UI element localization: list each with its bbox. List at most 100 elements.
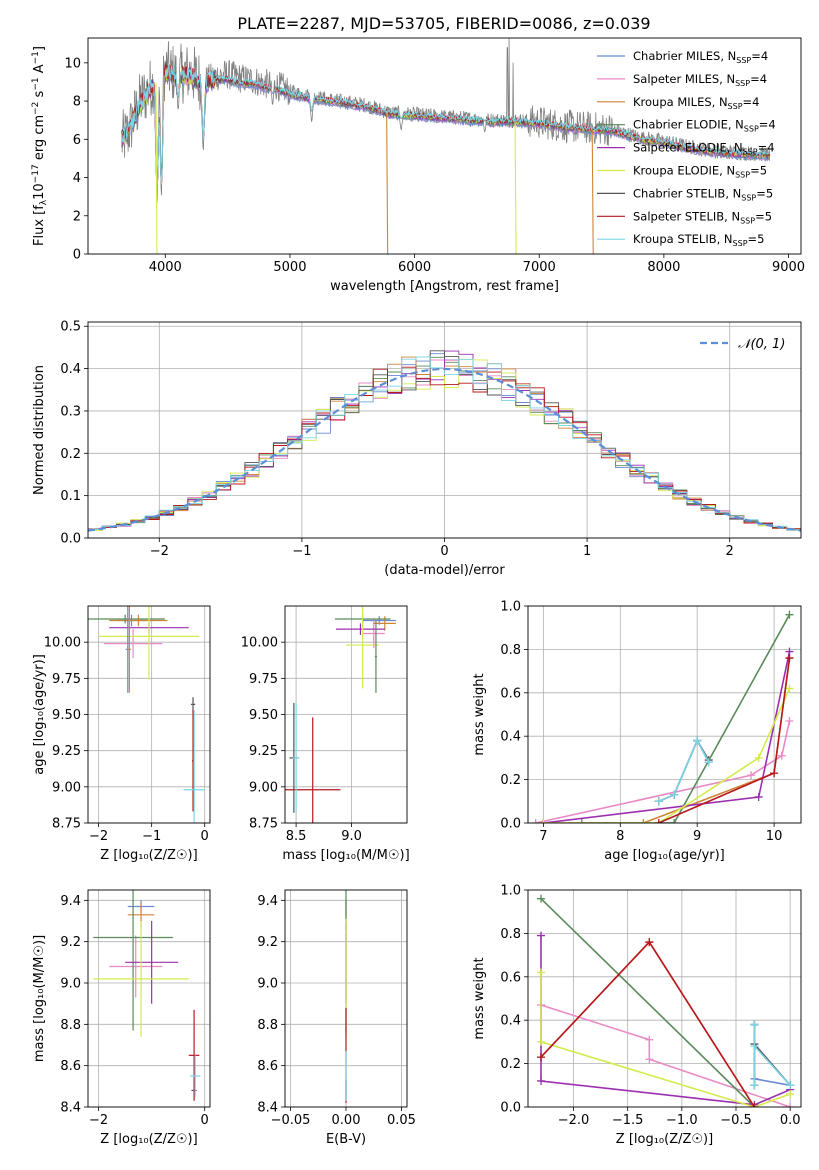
weight-marker [785, 654, 794, 663]
x-tick-label: 0.05 [387, 1113, 416, 1128]
x-tick-label: 6000 [398, 260, 431, 275]
y-tick-label: 9.2 [60, 935, 81, 950]
x-tick-label: −0.05 [271, 1113, 311, 1128]
y-tick-label: 8.8 [60, 1018, 81, 1033]
y-tick-label: 10.00 [241, 636, 278, 651]
x-tick-label: 8 [616, 829, 624, 844]
weight-marker [785, 610, 794, 619]
y-tick-label: 9.25 [249, 744, 278, 759]
legend-label: Kroupa ELODIE, NSSP=5 [633, 164, 767, 180]
y-tick-label: 8 [73, 95, 81, 110]
y-tick-label: 0.2 [60, 447, 81, 462]
legend-label: Salpeter STELIB, NSSP=5 [633, 209, 772, 225]
y-tick-label: 8.4 [257, 1101, 278, 1116]
weight-marker [750, 1103, 759, 1107]
weight-marker [750, 1020, 759, 1029]
weight-series-1 [535, 720, 791, 823]
age_vs_mass-frame [284, 605, 408, 824]
x-tick-label: 5000 [273, 260, 306, 275]
spectrum-lines [121, 38, 771, 254]
y-tick-label: 0.2 [500, 773, 521, 788]
figure-title: PLATE=2287, MJD=53705, FIBERID=0086, z=0… [237, 14, 650, 33]
weight-series-8 [753, 1024, 791, 1086]
x-axis-label: wavelength [Angstrom, rest frame] [330, 279, 559, 294]
y-tick-label: 0.5 [60, 320, 81, 335]
y-tick-label: 0.0 [500, 1101, 521, 1116]
y-label-part: λ [39, 199, 49, 205]
y-tick-label: 0.4 [500, 730, 521, 745]
weight-marker [786, 1081, 795, 1090]
y-axis-label: mass weight [472, 673, 487, 755]
y-tick-label: 9.25 [52, 744, 81, 759]
legend-label: Salpeter ELODIE, NSSP=4 [633, 141, 775, 157]
x-tick-label: 0 [440, 544, 448, 559]
y-tick-label: 0.6 [500, 970, 521, 985]
weight-marker [750, 1081, 759, 1090]
x-tick-label: 9000 [772, 260, 805, 275]
y-tick-label: 9.00 [249, 780, 278, 795]
weight-marker [654, 797, 663, 806]
y-axis-label: Normed distribution [32, 365, 47, 495]
x-tick-label: 4000 [149, 260, 182, 275]
x-tick-label: −2 [89, 829, 108, 844]
y-tick-label: 9.2 [257, 935, 278, 950]
weight-series-3 [581, 614, 791, 823]
y-tick-label: 0.4 [60, 362, 81, 377]
model-spectrum-8 [121, 63, 770, 191]
x-axis-label: E(B-V) [326, 1132, 366, 1147]
y-label-part: s [32, 90, 47, 101]
weight-marker [785, 684, 794, 693]
weight-marker [537, 968, 545, 977]
weight_vs_age-lines [531, 610, 794, 823]
y-tick-label: 10.00 [44, 636, 81, 651]
y-label-part: Flux [f [32, 205, 47, 246]
weight-marker [704, 758, 713, 767]
x-tick-label: 7 [539, 829, 547, 844]
x-tick-label: 7000 [523, 260, 556, 275]
weight-marker [786, 1089, 795, 1098]
weight-marker [539, 819, 548, 823]
weight_vs_age-axes: 7 8 9 10 0.0 0.2 0.4 0.6 0.8 1.0 age [log₁₀(age/yr… [472, 600, 801, 863]
age_vs_Z-frame [87, 605, 211, 824]
x-tick-label: 0 [201, 1113, 209, 1128]
weight-marker [537, 1076, 545, 1085]
y-tick-label: 9.50 [249, 708, 278, 723]
y-axis-label: mass weight [472, 957, 487, 1039]
mass_vs_Z-errorbars [93, 890, 201, 1101]
model-spike [386, 113, 389, 254]
weight-marker [639, 819, 648, 823]
x-tick-label: 9 [693, 829, 701, 844]
weight-series-5 [543, 688, 791, 823]
y-tick-label: 0.4 [500, 1014, 521, 1029]
y-tick-label: 9.4 [257, 894, 278, 909]
y-tick-label: 10 [64, 56, 81, 71]
normal-curve [88, 367, 801, 532]
weight-series-3 [540, 898, 755, 1107]
weight_vs_Z-axes: −2.0 −1.5 −1.0 −0.5 0.0 0.0 0.2 0.4 0.6 0.8 1.0 Z [… [472, 884, 801, 1147]
model-spike [155, 82, 158, 254]
weight_vs_Z-lines [537, 894, 795, 1107]
weight_vs_Z-frame [527, 889, 802, 1108]
legend-label: Chabrier STELIB, NSSP=5 [633, 186, 773, 202]
y-label-part: A [32, 64, 47, 77]
weight-marker [670, 819, 679, 823]
y-tick-label: 0.6 [500, 686, 521, 701]
y-tick-label: 4 [73, 171, 81, 186]
spectrum-frame [87, 37, 802, 255]
age_vs_mass-errorbars [285, 606, 396, 823]
y-tick-label: 6 [73, 133, 81, 148]
y-label-part: 10 [32, 183, 47, 200]
x-tick-label: −2 [89, 1113, 108, 1128]
y-label-part: ] [32, 46, 47, 51]
residual-histograms [88, 350, 801, 538]
weight-marker [537, 931, 545, 940]
mass_vs_Z-frame [87, 889, 211, 1108]
y-tick-label: 9.50 [52, 708, 81, 723]
x-tick-label: 9.0 [341, 829, 362, 844]
x-tick-label: 0.00 [332, 1113, 361, 1128]
y-label-part: −17 [31, 164, 41, 183]
y-tick-label: 8.75 [249, 817, 278, 832]
x-tick-label: −1.0 [666, 1113, 698, 1128]
y-tick-label: 8.6 [60, 1059, 81, 1074]
x-tick-label: −1 [292, 544, 311, 559]
